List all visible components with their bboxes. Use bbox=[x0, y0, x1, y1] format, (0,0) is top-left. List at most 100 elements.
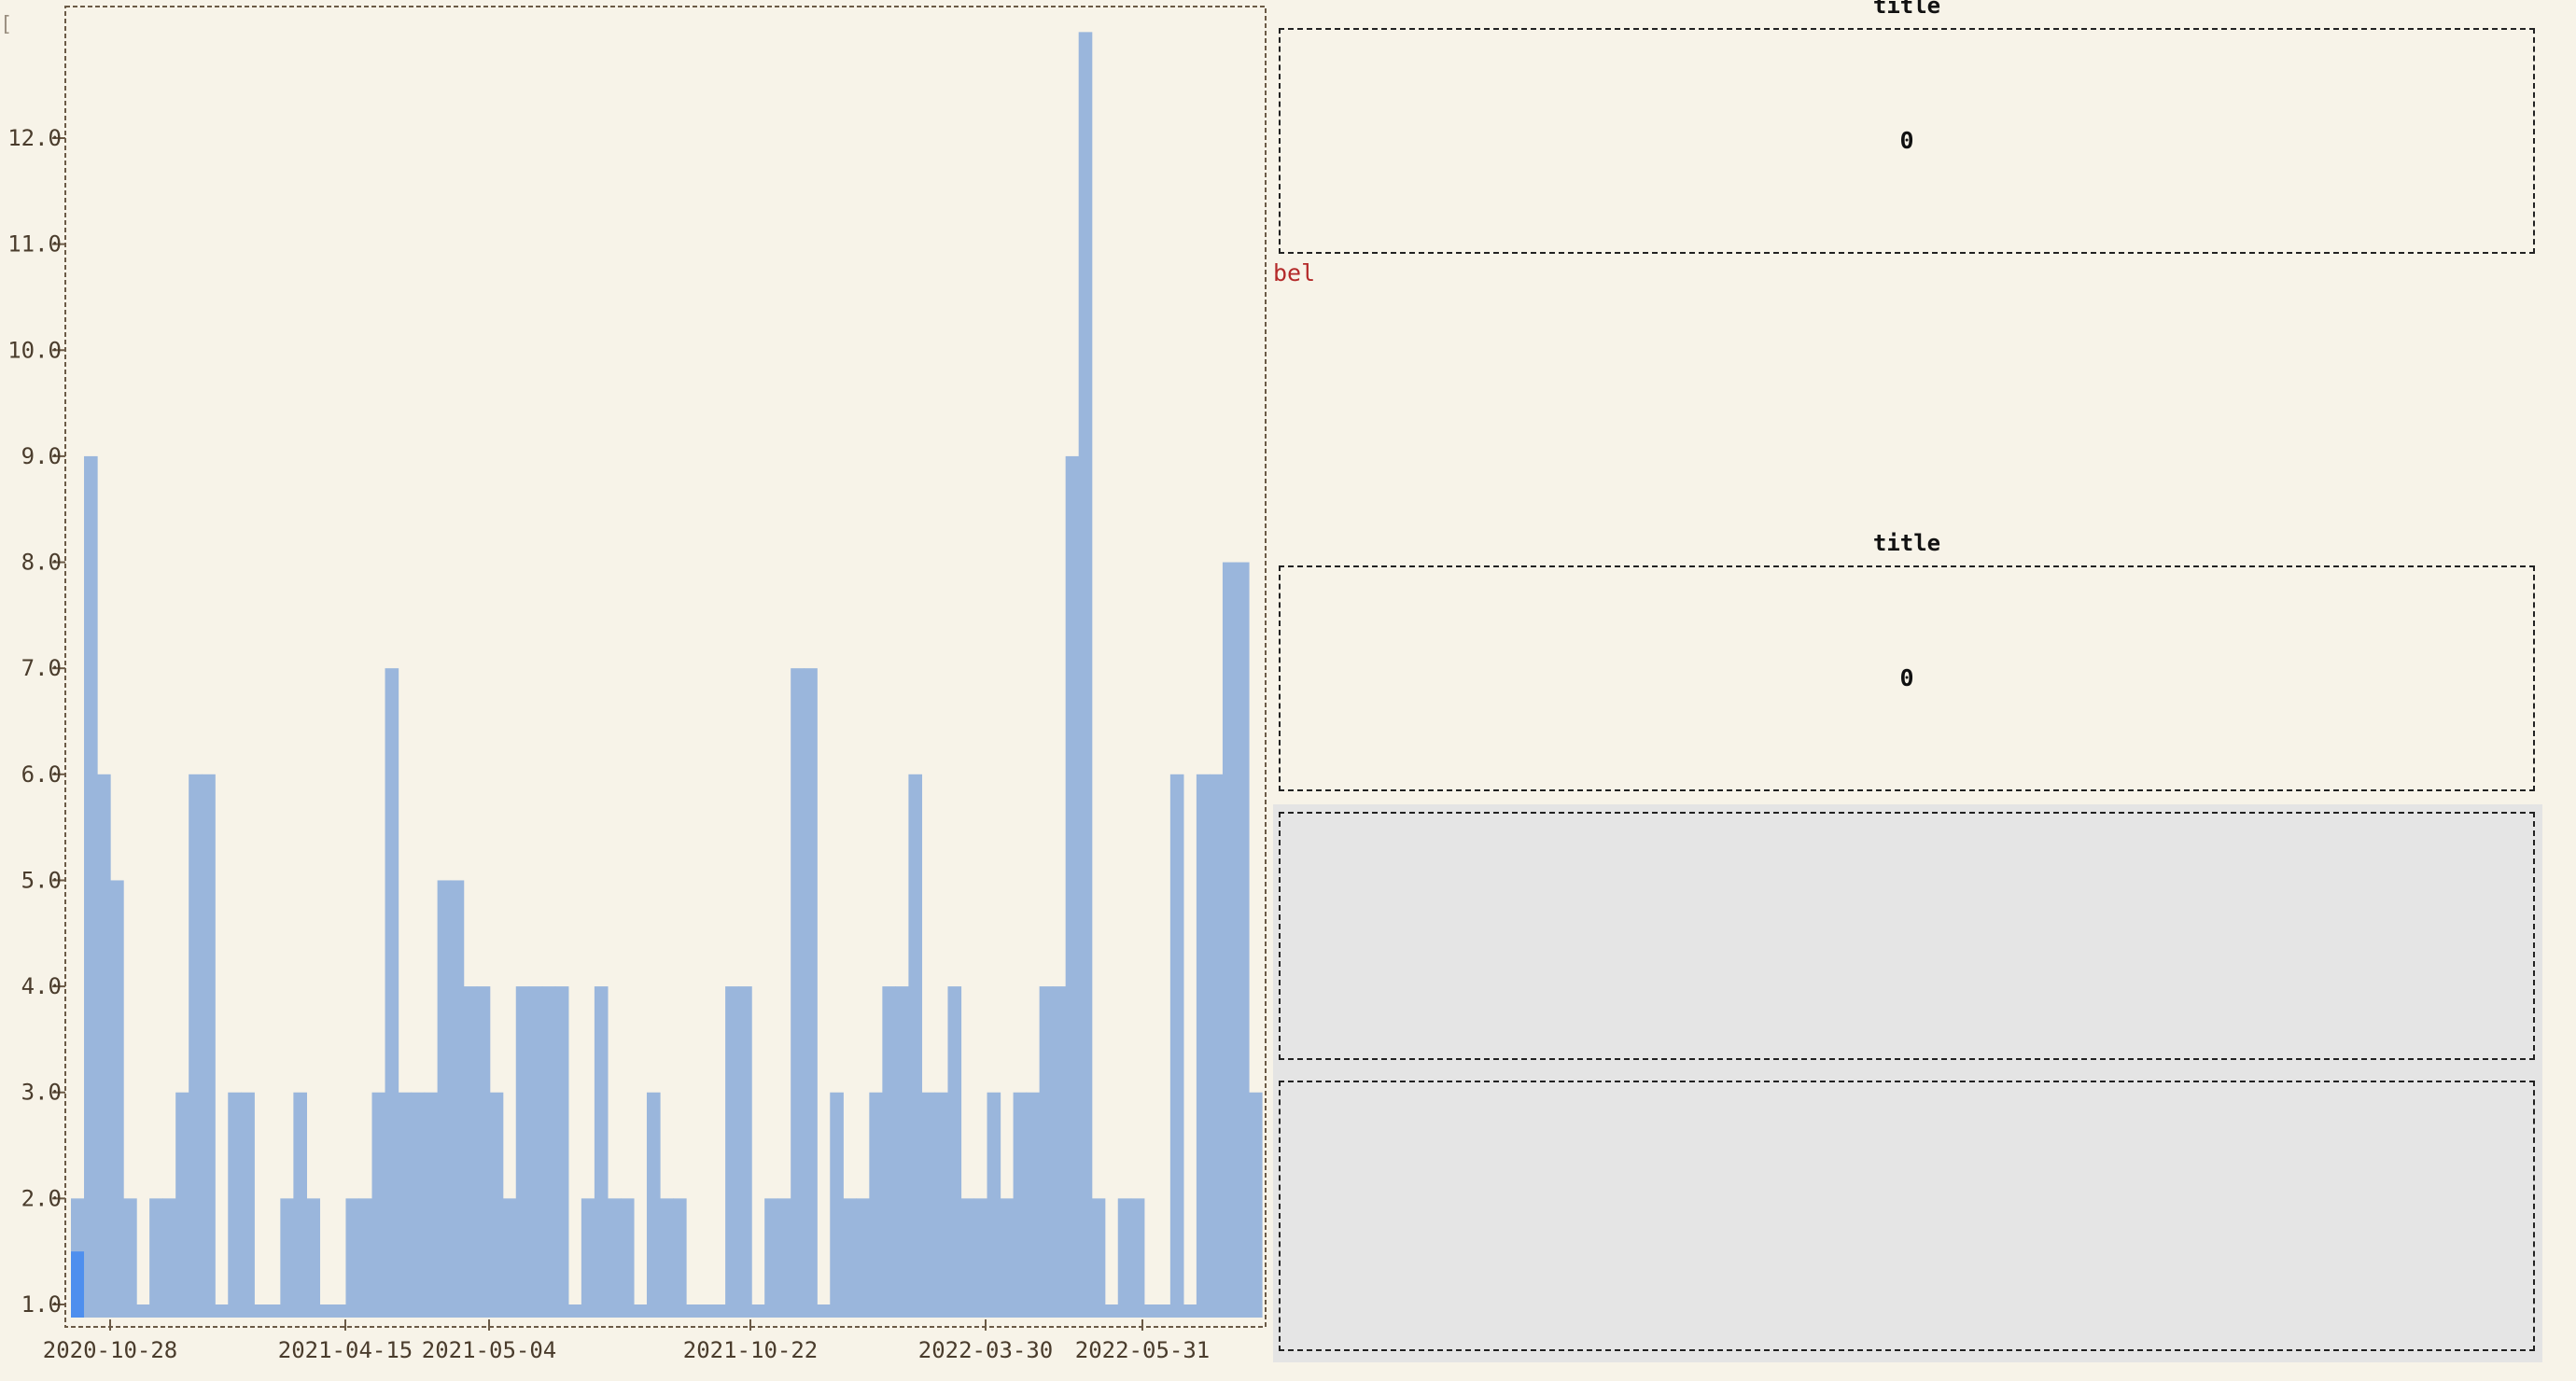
bar bbox=[1143, 1304, 1158, 1318]
bar bbox=[1209, 774, 1224, 1318]
bar bbox=[673, 1198, 687, 1318]
x-tick-label: 2021-10-22 bbox=[683, 1337, 819, 1363]
bar bbox=[528, 986, 543, 1318]
bar bbox=[345, 1198, 360, 1318]
bar bbox=[1000, 1198, 1015, 1318]
bar bbox=[489, 1092, 504, 1318]
y-tick-label: 2.0 bbox=[21, 1185, 62, 1211]
bar bbox=[1052, 986, 1067, 1318]
x-tick-label: 2021-05-04 bbox=[422, 1337, 557, 1363]
bar bbox=[895, 986, 909, 1318]
bar bbox=[554, 986, 569, 1318]
bar bbox=[450, 880, 465, 1318]
x-tick-label: 2022-05-31 bbox=[1075, 1337, 1211, 1363]
bar bbox=[1078, 32, 1093, 1318]
bar bbox=[189, 774, 203, 1318]
highlighted-bar bbox=[71, 1251, 85, 1318]
bar bbox=[973, 1198, 988, 1318]
y-tick-label: 7.0 bbox=[21, 655, 62, 681]
y-tick-label: 5.0 bbox=[21, 867, 62, 893]
bar bbox=[437, 880, 452, 1318]
bar bbox=[947, 986, 962, 1318]
bar bbox=[921, 1092, 936, 1318]
stat-panel-2: 0 bbox=[1279, 565, 2535, 791]
bar bbox=[1026, 1092, 1041, 1318]
bar bbox=[804, 668, 818, 1318]
bar bbox=[594, 986, 609, 1318]
x-axis: 2020-10-28 2021-04-15 2021-05-04 2021-10-22… bbox=[43, 1319, 1211, 1363]
bar bbox=[1183, 1304, 1197, 1318]
bar bbox=[712, 1304, 726, 1318]
bar bbox=[686, 1304, 700, 1318]
bar bbox=[817, 1304, 831, 1318]
bar bbox=[1248, 1092, 1263, 1318]
bar bbox=[84, 455, 98, 1318]
bars-group bbox=[71, 32, 1263, 1318]
bar bbox=[581, 1198, 595, 1318]
bar-chart: 1.02.03.04.05.06.07.08.09.010.011.012.0 … bbox=[7, 6, 1267, 1363]
bar bbox=[175, 1092, 189, 1318]
bar bbox=[1091, 1198, 1106, 1318]
bar bbox=[1130, 1198, 1145, 1318]
bar bbox=[620, 1198, 635, 1318]
bar bbox=[1065, 455, 1080, 1318]
y-tick-label: 3.0 bbox=[21, 1080, 62, 1106]
bar bbox=[215, 1304, 229, 1318]
x-tick-label: 2022-03-30 bbox=[918, 1337, 1054, 1363]
bar bbox=[1039, 986, 1054, 1318]
bar bbox=[791, 668, 805, 1318]
panel-title-1: title bbox=[1872, 0, 1941, 19]
y-tick-label: 4.0 bbox=[21, 973, 62, 999]
bar bbox=[738, 986, 752, 1318]
bar bbox=[293, 1092, 307, 1318]
bar bbox=[1235, 562, 1250, 1318]
bar bbox=[424, 1092, 439, 1318]
bar bbox=[476, 986, 491, 1318]
stat-panel-1: 0 bbox=[1279, 28, 2535, 254]
x-tick-label: 2020-10-28 bbox=[43, 1337, 178, 1363]
bar bbox=[1013, 1092, 1028, 1318]
bar bbox=[162, 1198, 176, 1318]
bar bbox=[502, 1198, 517, 1318]
bar bbox=[869, 1092, 883, 1318]
side-label: bel bbox=[1273, 259, 1316, 286]
bar bbox=[908, 774, 923, 1318]
bar bbox=[659, 1198, 674, 1318]
bar bbox=[699, 1304, 713, 1318]
bar bbox=[541, 986, 556, 1318]
bar bbox=[411, 1092, 426, 1318]
corner-bracket-glyph: [ bbox=[0, 13, 13, 36]
bar bbox=[254, 1304, 268, 1318]
bar bbox=[515, 986, 530, 1318]
bar bbox=[332, 1304, 347, 1318]
y-tick-label: 10.0 bbox=[7, 337, 62, 363]
bar bbox=[830, 1092, 844, 1318]
x-tick-label: 2021-04-15 bbox=[278, 1337, 413, 1363]
bar bbox=[385, 668, 399, 1318]
bar bbox=[764, 1198, 778, 1318]
bar bbox=[1156, 1304, 1171, 1318]
y-tick-label: 12.0 bbox=[7, 125, 62, 151]
bar bbox=[228, 1092, 242, 1318]
bar bbox=[149, 1198, 163, 1318]
bar bbox=[856, 1198, 870, 1318]
bar bbox=[202, 774, 216, 1318]
bar bbox=[777, 1198, 791, 1318]
bar bbox=[97, 774, 111, 1318]
bar bbox=[725, 986, 739, 1318]
bar bbox=[306, 1198, 321, 1318]
bar bbox=[1196, 774, 1211, 1318]
bar bbox=[1169, 774, 1184, 1318]
y-tick-label: 11.0 bbox=[7, 231, 62, 258]
bar bbox=[607, 1198, 622, 1318]
bar bbox=[398, 1092, 413, 1318]
bar bbox=[882, 986, 896, 1318]
bar bbox=[934, 1092, 949, 1318]
y-tick-label: 8.0 bbox=[21, 550, 62, 576]
bar bbox=[1104, 1304, 1119, 1318]
bar bbox=[136, 1304, 150, 1318]
y-axis: 1.0 2.0 3.0 4.0 5.0 6.0 7.0 8.0 9.0 10.0 11.0 12.0 bbox=[7, 125, 65, 1318]
bar bbox=[843, 1198, 857, 1318]
plot-frame bbox=[64, 6, 1267, 1328]
empty-panel-1 bbox=[1279, 812, 2535, 1060]
